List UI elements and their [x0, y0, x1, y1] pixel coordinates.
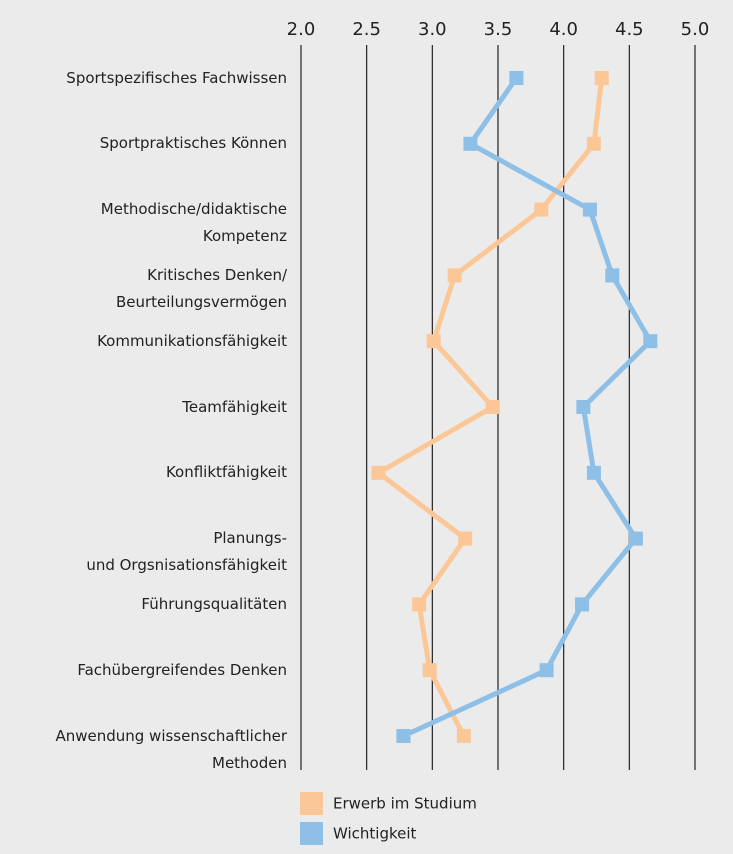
x-tick-label: 3.5 — [484, 19, 513, 40]
marker — [586, 465, 601, 480]
marker — [575, 597, 590, 612]
y-tick-label: Sportspezifisches Fachwissen — [66, 68, 287, 87]
x-tick-label: 4.0 — [549, 19, 578, 40]
marker — [422, 663, 437, 678]
y-tick-label: Konfliktfähigkeit — [165, 463, 287, 482]
marker — [463, 136, 478, 151]
y-tick-label: Anwendung wissenschaftlicher Methoden — [55, 726, 287, 772]
legend-label: Wichtigkeit — [333, 825, 417, 843]
marker — [509, 71, 524, 85]
marker — [594, 71, 609, 85]
marker — [458, 531, 473, 546]
y-tick-label: Kritisches Denken/ Beurteilungsvermögen — [115, 265, 287, 311]
y-tick-label: Methodische/didaktische Kompetenz — [100, 200, 287, 246]
y-tick-label: Teamfähigkeit — [182, 397, 287, 416]
marker — [426, 334, 441, 349]
legend-label: Erwerb im Studium — [333, 795, 477, 813]
marker — [643, 334, 658, 349]
marker — [447, 268, 462, 283]
marker — [605, 268, 620, 283]
marker — [582, 202, 597, 217]
x-tick-label: 2.0 — [287, 19, 316, 40]
marker — [412, 597, 427, 612]
y-tick-label: Fachübergreifendes Denken — [77, 660, 287, 679]
x-tick-label: 3.0 — [418, 19, 447, 40]
series-line — [402, 76, 653, 739]
marker — [628, 531, 643, 546]
x-tick-label: 4.5 — [615, 19, 644, 40]
marker — [586, 136, 601, 151]
marker — [539, 663, 554, 678]
marker — [534, 202, 549, 217]
marker — [576, 400, 591, 414]
marker — [396, 729, 411, 743]
marker — [485, 400, 500, 414]
y-tick-label: Planungs- und Orgsnisationsfähigkeit — [86, 529, 287, 575]
y-tick-label: Sportpraktisches Können — [99, 134, 287, 153]
marker — [371, 465, 386, 480]
y-tick-label: Führungsqualitäten — [141, 594, 287, 613]
x-tick-label: 2.5 — [352, 19, 381, 40]
legend-swatch — [300, 822, 323, 845]
y-tick-label: Kommunikationsfähigkeit — [97, 331, 287, 350]
legend-swatch — [300, 792, 323, 815]
x-tick-label: 5.0 — [681, 19, 710, 40]
marker — [456, 729, 471, 743]
